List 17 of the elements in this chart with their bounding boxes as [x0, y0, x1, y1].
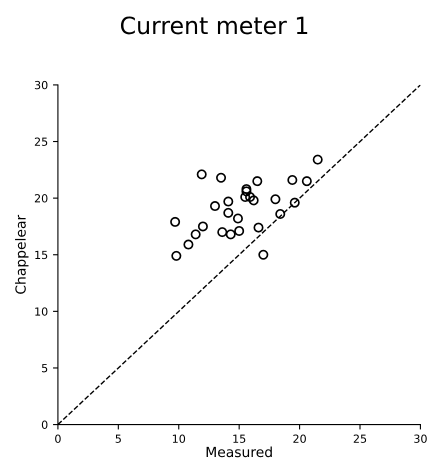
x-tick-label: 30 — [414, 434, 427, 443]
y-axis-title: Chappelear — [15, 214, 28, 294]
x-tick-label: 5 — [116, 434, 121, 443]
y-tick-label: 30 — [34, 80, 48, 90]
x-tick-label: 25 — [354, 434, 366, 443]
y-tick-label: 25 — [34, 138, 48, 146]
y-tick-label: 20 — [34, 194, 48, 203]
x-tick-label: 15 — [233, 434, 246, 443]
x-axis-title: Measured — [206, 446, 272, 458]
x-tick-label: 20 — [293, 434, 306, 443]
y-tick-label: 5 — [42, 364, 48, 372]
y-tick-label: 0 — [42, 420, 48, 429]
x-tick-label: 10 — [172, 434, 186, 443]
x-tick-label: 0 — [55, 434, 61, 443]
chart-title: Current meter 1 — [120, 16, 308, 34]
y-tick-label: 15 — [35, 250, 48, 260]
y-tick-label: 10 — [35, 307, 48, 316]
